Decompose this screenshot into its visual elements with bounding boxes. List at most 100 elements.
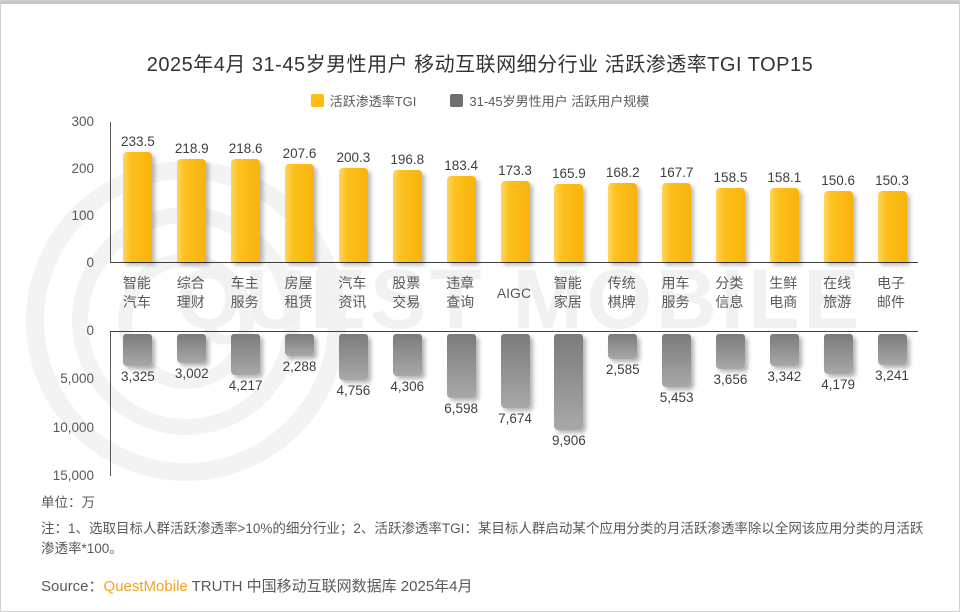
scale-bar — [285, 334, 315, 356]
tgi-value-label: 233.5 — [121, 134, 155, 149]
questmobile-text-watermark: QUEST MOBILE — [176, 252, 864, 346]
scale-bar — [177, 334, 207, 363]
scale-value-label: 2,288 — [282, 359, 317, 374]
tgi-value-label: 165.9 — [551, 166, 586, 181]
tgi-value-label: 196.8 — [390, 152, 425, 167]
category-label: 智能 汽车 — [122, 275, 151, 310]
tgi-value-label: 158.1 — [767, 170, 802, 185]
tgi-value-label: 218.9 — [174, 141, 209, 156]
scale-bar — [769, 334, 799, 366]
tgi-bar — [608, 183, 638, 262]
category-label: 违章 查询 — [446, 275, 475, 310]
scale-value-label: 7,674 — [498, 411, 532, 426]
source-line: Source：QuestMobile TRUTH 中国移动互联网数据库 2025… — [41, 575, 473, 596]
tgi-bar — [715, 188, 745, 262]
scale-value-label: 4,179 — [821, 377, 856, 392]
unit-label: 单位：万 — [41, 495, 95, 510]
tgi-bar — [446, 176, 476, 262]
category-label: 智能 家居 — [553, 275, 582, 310]
y-axis-tick-label: 0 — [86, 323, 94, 338]
chart-title: 2025年4月 31-45岁男性用户 移动互联网细分行业 活跃渗透率TGI TO… — [146, 54, 814, 76]
scale-bar — [123, 334, 153, 366]
scale-bar — [500, 334, 530, 408]
source-suffix: TRUTH 中国移动互联网数据库 2025年4月 — [187, 578, 473, 595]
tgi-value-label: 150.6 — [821, 173, 856, 188]
scale-value-label: 4,306 — [390, 379, 425, 394]
scale-value-label: 5,453 — [659, 390, 694, 405]
y-axis-tick-label: 0 — [86, 255, 94, 270]
tgi-value-label: 207.6 — [282, 146, 317, 161]
source-prefix: Source： — [41, 578, 104, 595]
tgi-bar — [877, 191, 907, 262]
scale-bar — [608, 334, 638, 359]
tgi-bar — [285, 164, 315, 262]
category-label: 股票 交易 — [392, 275, 421, 310]
tgi-value-label: 218.6 — [228, 141, 263, 156]
scale-value-label: 4,756 — [336, 383, 371, 398]
y-axis-tick-label: 10,000 — [52, 419, 94, 435]
tgi-bar — [338, 168, 368, 262]
scale-bar — [662, 334, 692, 387]
category-label: 电子 邮件 — [876, 275, 905, 310]
tgi-bar — [500, 181, 530, 262]
category-label: 综合 理财 — [176, 275, 205, 310]
tgi-value-label: 168.2 — [605, 165, 640, 180]
tgi-bar — [554, 184, 584, 262]
category-label: 用车 服务 — [661, 275, 690, 310]
tgi-value-label: 150.3 — [875, 173, 909, 188]
category-label: 分类 信息 — [715, 275, 744, 310]
tgi-bar — [123, 152, 153, 262]
scale-bar — [231, 334, 261, 375]
scale-bar — [554, 334, 584, 430]
tgi-bar — [662, 183, 692, 262]
category-label: 汽车 资讯 — [338, 275, 367, 310]
scale-value-label: 3,325 — [121, 369, 155, 384]
user-scale-bar-chart: 3,325 3,002 4,217 2,288 4,756 4,306 6,598 7,674… — [110, 331, 918, 476]
category-labels: 智能 汽车 综合 理财 车主 服务 房屋 租赁 汽车 资讯 股票 交易 违章 查询 AIGC 智… — [110, 269, 918, 317]
tgi-value-label: 183.4 — [444, 158, 479, 173]
legend-label: 31-45岁男性用户 活跃用户规模 — [469, 94, 650, 109]
y-axis-tick-label: 100 — [71, 208, 94, 223]
scale-bar — [446, 334, 476, 398]
tgi-value-label: 167.7 — [659, 165, 694, 180]
y-axis-tick-label: 5,000 — [60, 371, 94, 387]
tgi-value-label: 173.3 — [498, 163, 532, 178]
tgi-bar — [177, 159, 207, 262]
category-label: 房屋 租赁 — [284, 275, 313, 310]
tgi-value-label: 158.5 — [713, 170, 748, 185]
legend-item-tgi: 活跃渗透率TGI — [310, 91, 417, 110]
y-axis-tick-label: 300 — [71, 114, 94, 129]
legend-item-scale: 31-45岁男性用户 活跃用户规模 — [450, 91, 649, 110]
category-label: 传统 棋牌 — [607, 275, 636, 310]
scale-value-label: 9,906 — [551, 433, 586, 448]
scale-value-label: 3,656 — [713, 372, 748, 387]
scale-bar — [338, 334, 368, 380]
scale-bar — [715, 334, 745, 369]
y-axis-tick-label: 15,000 — [52, 468, 94, 483]
footnote: 注：1、选取目标人群活跃渗透率>10%的细分行业；2、活跃渗透率TGI：某目标人… — [41, 521, 924, 556]
scale-value-label: 3,241 — [875, 368, 909, 383]
scale-value-label: 3,342 — [767, 369, 802, 384]
legend: 活跃渗透率TGI 31-45岁男性用户 活跃用户规模 — [1, 91, 959, 110]
category-label: 在线 旅游 — [823, 275, 852, 310]
legend-label: 活跃渗透率TGI — [329, 94, 417, 109]
y-axis-tick-label: 200 — [71, 161, 94, 176]
tgi-bar — [823, 191, 853, 262]
legend-swatch-gray — [450, 94, 464, 107]
category-label: 车主 服务 — [230, 275, 259, 310]
scale-value-label: 2,585 — [605, 362, 640, 377]
tgi-bar-chart: 233.5 218.9 218.6 207.6 200.3 196.8 183.4 173.3… — [110, 122, 918, 263]
scale-value-label: 3,002 — [174, 366, 209, 381]
scale-bar — [877, 334, 907, 365]
tgi-bar — [231, 159, 261, 262]
category-label: 生鲜 电商 — [769, 275, 798, 310]
legend-swatch-yellow — [310, 94, 324, 107]
scale-bar — [392, 334, 422, 376]
category-label: AIGC — [496, 284, 532, 301]
tgi-value-label: 200.3 — [336, 150, 371, 165]
scale-value-label: 4,217 — [228, 378, 263, 393]
tgi-bar — [392, 170, 422, 262]
tgi-bar — [769, 188, 799, 262]
source-brand: QuestMobile — [103, 578, 188, 595]
